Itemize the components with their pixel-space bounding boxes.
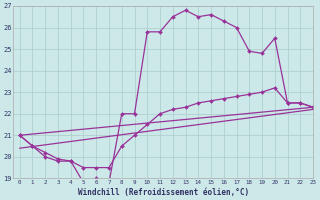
X-axis label: Windchill (Refroidissement éolien,°C): Windchill (Refroidissement éolien,°C): [78, 188, 249, 197]
